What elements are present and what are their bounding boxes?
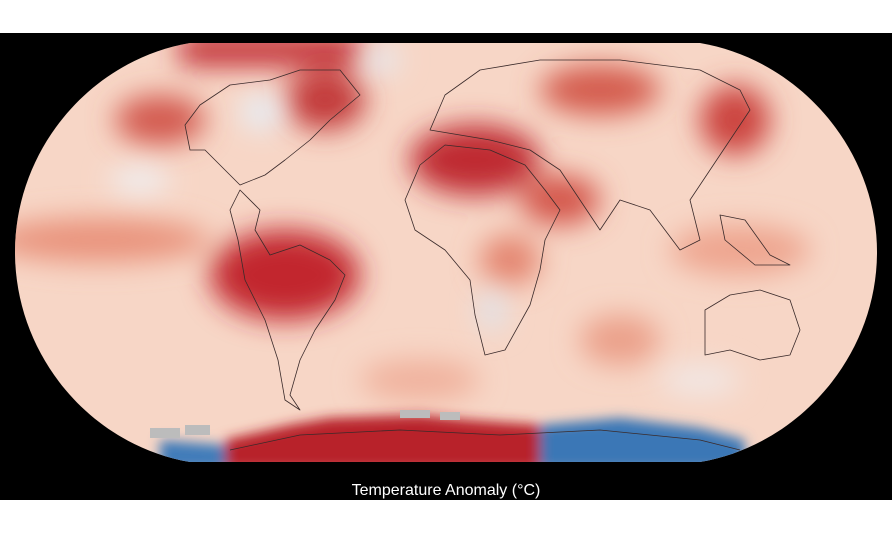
cool-regions — [110, 48, 740, 395]
caption: Temperature Anomaly (°C) — [352, 482, 541, 499]
no-data-cells — [150, 410, 460, 438]
antarctic-anomaly — [160, 415, 745, 462]
anomaly-map — [15, 43, 877, 462]
warm-regions — [15, 43, 810, 400]
coastlines — [184, 59, 801, 451]
